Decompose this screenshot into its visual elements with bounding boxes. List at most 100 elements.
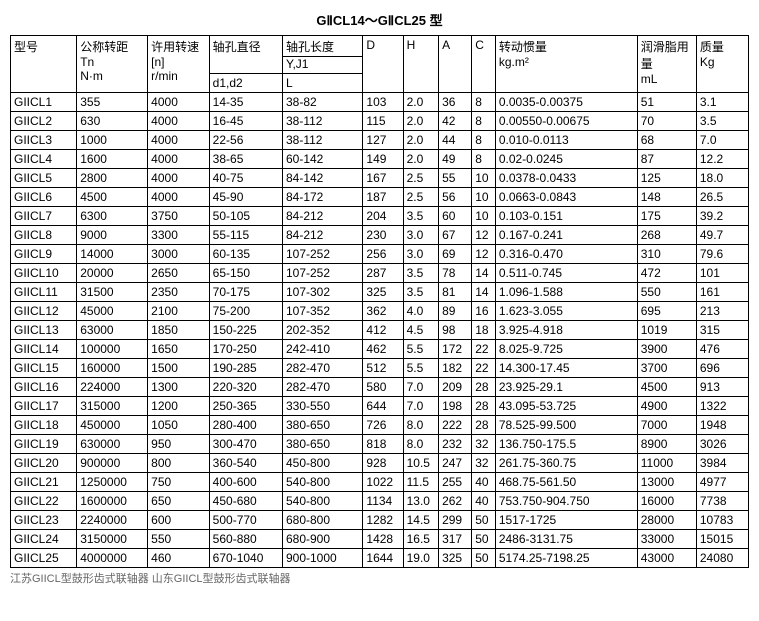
table-cell: 161 xyxy=(696,283,748,302)
table-cell: 60-142 xyxy=(282,150,362,169)
table-cell: GIICL3 xyxy=(11,131,77,150)
table-cell: 60 xyxy=(439,207,472,226)
table-cell: 0.316-0.470 xyxy=(495,245,637,264)
table-cell: 1650 xyxy=(148,340,210,359)
table-cell: 38-82 xyxy=(282,93,362,112)
table-cell: 78.525-99.500 xyxy=(495,416,637,435)
table-cell: 0.0378-0.0433 xyxy=(495,169,637,188)
table-cell: 750 xyxy=(148,473,210,492)
table-cell: 299 xyxy=(439,511,472,530)
table-cell: 3.1 xyxy=(696,93,748,112)
table-cell: 0.0663-0.0843 xyxy=(495,188,637,207)
table-cell: 3.5 xyxy=(696,112,748,131)
table-cell: 450000 xyxy=(77,416,148,435)
table-cell: 696 xyxy=(696,359,748,378)
table-row: GIICL1020000265065-150107-2522873.578140… xyxy=(11,264,749,283)
table-cell: 0.0035-0.00375 xyxy=(495,93,637,112)
table-cell: 33000 xyxy=(637,530,696,549)
table-cell: 220-320 xyxy=(209,378,282,397)
table-cell: 3.0 xyxy=(403,226,438,245)
table-cell: 250-365 xyxy=(209,397,282,416)
table-cell: 23.925-29.1 xyxy=(495,378,637,397)
table-cell: 4000 xyxy=(148,169,210,188)
table-cell: 726 xyxy=(363,416,403,435)
table-cell: 55 xyxy=(439,169,472,188)
table-cell: 550 xyxy=(637,283,696,302)
table-cell: 103 xyxy=(363,93,403,112)
table-cell: 42 xyxy=(439,112,472,131)
table-cell: 44 xyxy=(439,131,472,150)
table-cell: 0.010-0.0113 xyxy=(495,131,637,150)
table-cell: GIICL13 xyxy=(11,321,77,340)
table-cell: 950 xyxy=(148,435,210,454)
table-row: GIICL254000000460670-1040900-1000164419.… xyxy=(11,549,749,568)
table-cell: GIICL19 xyxy=(11,435,77,454)
table-cell: GIICL20 xyxy=(11,454,77,473)
table-cell: 644 xyxy=(363,397,403,416)
table-cell: 160000 xyxy=(77,359,148,378)
table-cell: 3.0 xyxy=(403,245,438,264)
table-cell: 38-112 xyxy=(282,112,362,131)
table-cell: 63000 xyxy=(77,321,148,340)
table-cell: GIICL18 xyxy=(11,416,77,435)
table-cell: 310 xyxy=(637,245,696,264)
table-row: GIICL52800400040-7584-1421672.555100.037… xyxy=(11,169,749,188)
table-cell: 55-115 xyxy=(209,226,282,245)
table-cell: 0.02-0.0245 xyxy=(495,150,637,169)
table-row: GIICL211250000750400-600540-800102211.52… xyxy=(11,473,749,492)
table-cell: 4500 xyxy=(637,378,696,397)
table-cell: 1200 xyxy=(148,397,210,416)
table-cell: 20000 xyxy=(77,264,148,283)
table-cell: 1019 xyxy=(637,321,696,340)
table-cell: 468.75-561.50 xyxy=(495,473,637,492)
table-cell: 84-212 xyxy=(282,207,362,226)
col-bore-len: 轴孔长度 Y,J1 xyxy=(282,36,362,74)
table-cell: 315 xyxy=(696,321,748,340)
table-cell: 8 xyxy=(472,112,496,131)
table-cell: 1600000 xyxy=(77,492,148,511)
table-cell: 4000000 xyxy=(77,549,148,568)
col-mass: 质量 Kg xyxy=(696,36,748,93)
table-cell: 101 xyxy=(696,264,748,283)
table-cell: GIICL12 xyxy=(11,302,77,321)
table-cell: 125 xyxy=(637,169,696,188)
table-cell: 107-302 xyxy=(282,283,362,302)
table-cell: 67 xyxy=(439,226,472,245)
table-cell: 4000 xyxy=(148,112,210,131)
table-cell: 10.5 xyxy=(403,454,438,473)
table-cell: 1.096-1.588 xyxy=(495,283,637,302)
col-a: A xyxy=(439,36,472,93)
table-cell: 2100 xyxy=(148,302,210,321)
table-cell: 412 xyxy=(363,321,403,340)
table-cell: 680-800 xyxy=(282,511,362,530)
table-cell: 79.6 xyxy=(696,245,748,264)
table-cell: 170-250 xyxy=(209,340,282,359)
table-cell: 60-135 xyxy=(209,245,282,264)
table-cell: 928 xyxy=(363,454,403,473)
table-cell: 268 xyxy=(637,226,696,245)
table-cell: 262 xyxy=(439,492,472,511)
table-cell: 1948 xyxy=(696,416,748,435)
table-row: GIICL141000001650170-250242-4104625.5172… xyxy=(11,340,749,359)
table-cell: 78 xyxy=(439,264,472,283)
table-cell: 900000 xyxy=(77,454,148,473)
spec-table: 型号 公称转距 Tn N·m 许用转速 [n] r/min 轴孔直径 轴孔长度 … xyxy=(10,35,749,568)
table-cell: 2486-3131.75 xyxy=(495,530,637,549)
table-cell: 4000 xyxy=(148,131,210,150)
table-cell: 695 xyxy=(637,302,696,321)
table-cell: 69 xyxy=(439,245,472,264)
table-cell: 1282 xyxy=(363,511,403,530)
table-cell: 190-285 xyxy=(209,359,282,378)
table-cell: GIICL4 xyxy=(11,150,77,169)
table-cell: 315000 xyxy=(77,397,148,416)
table-cell: 209 xyxy=(439,378,472,397)
table-cell: 38-112 xyxy=(282,131,362,150)
table-cell: 450-680 xyxy=(209,492,282,511)
table-cell: 360-540 xyxy=(209,454,282,473)
table-cell: 50 xyxy=(472,511,496,530)
table-cell: 8 xyxy=(472,150,496,169)
table-row: GIICL20900000800360-540450-80092810.5247… xyxy=(11,454,749,473)
table-cell: 38-65 xyxy=(209,150,282,169)
table-row: GIICL64500400045-9084-1721872.556100.066… xyxy=(11,188,749,207)
table-cell: 670-1040 xyxy=(209,549,282,568)
